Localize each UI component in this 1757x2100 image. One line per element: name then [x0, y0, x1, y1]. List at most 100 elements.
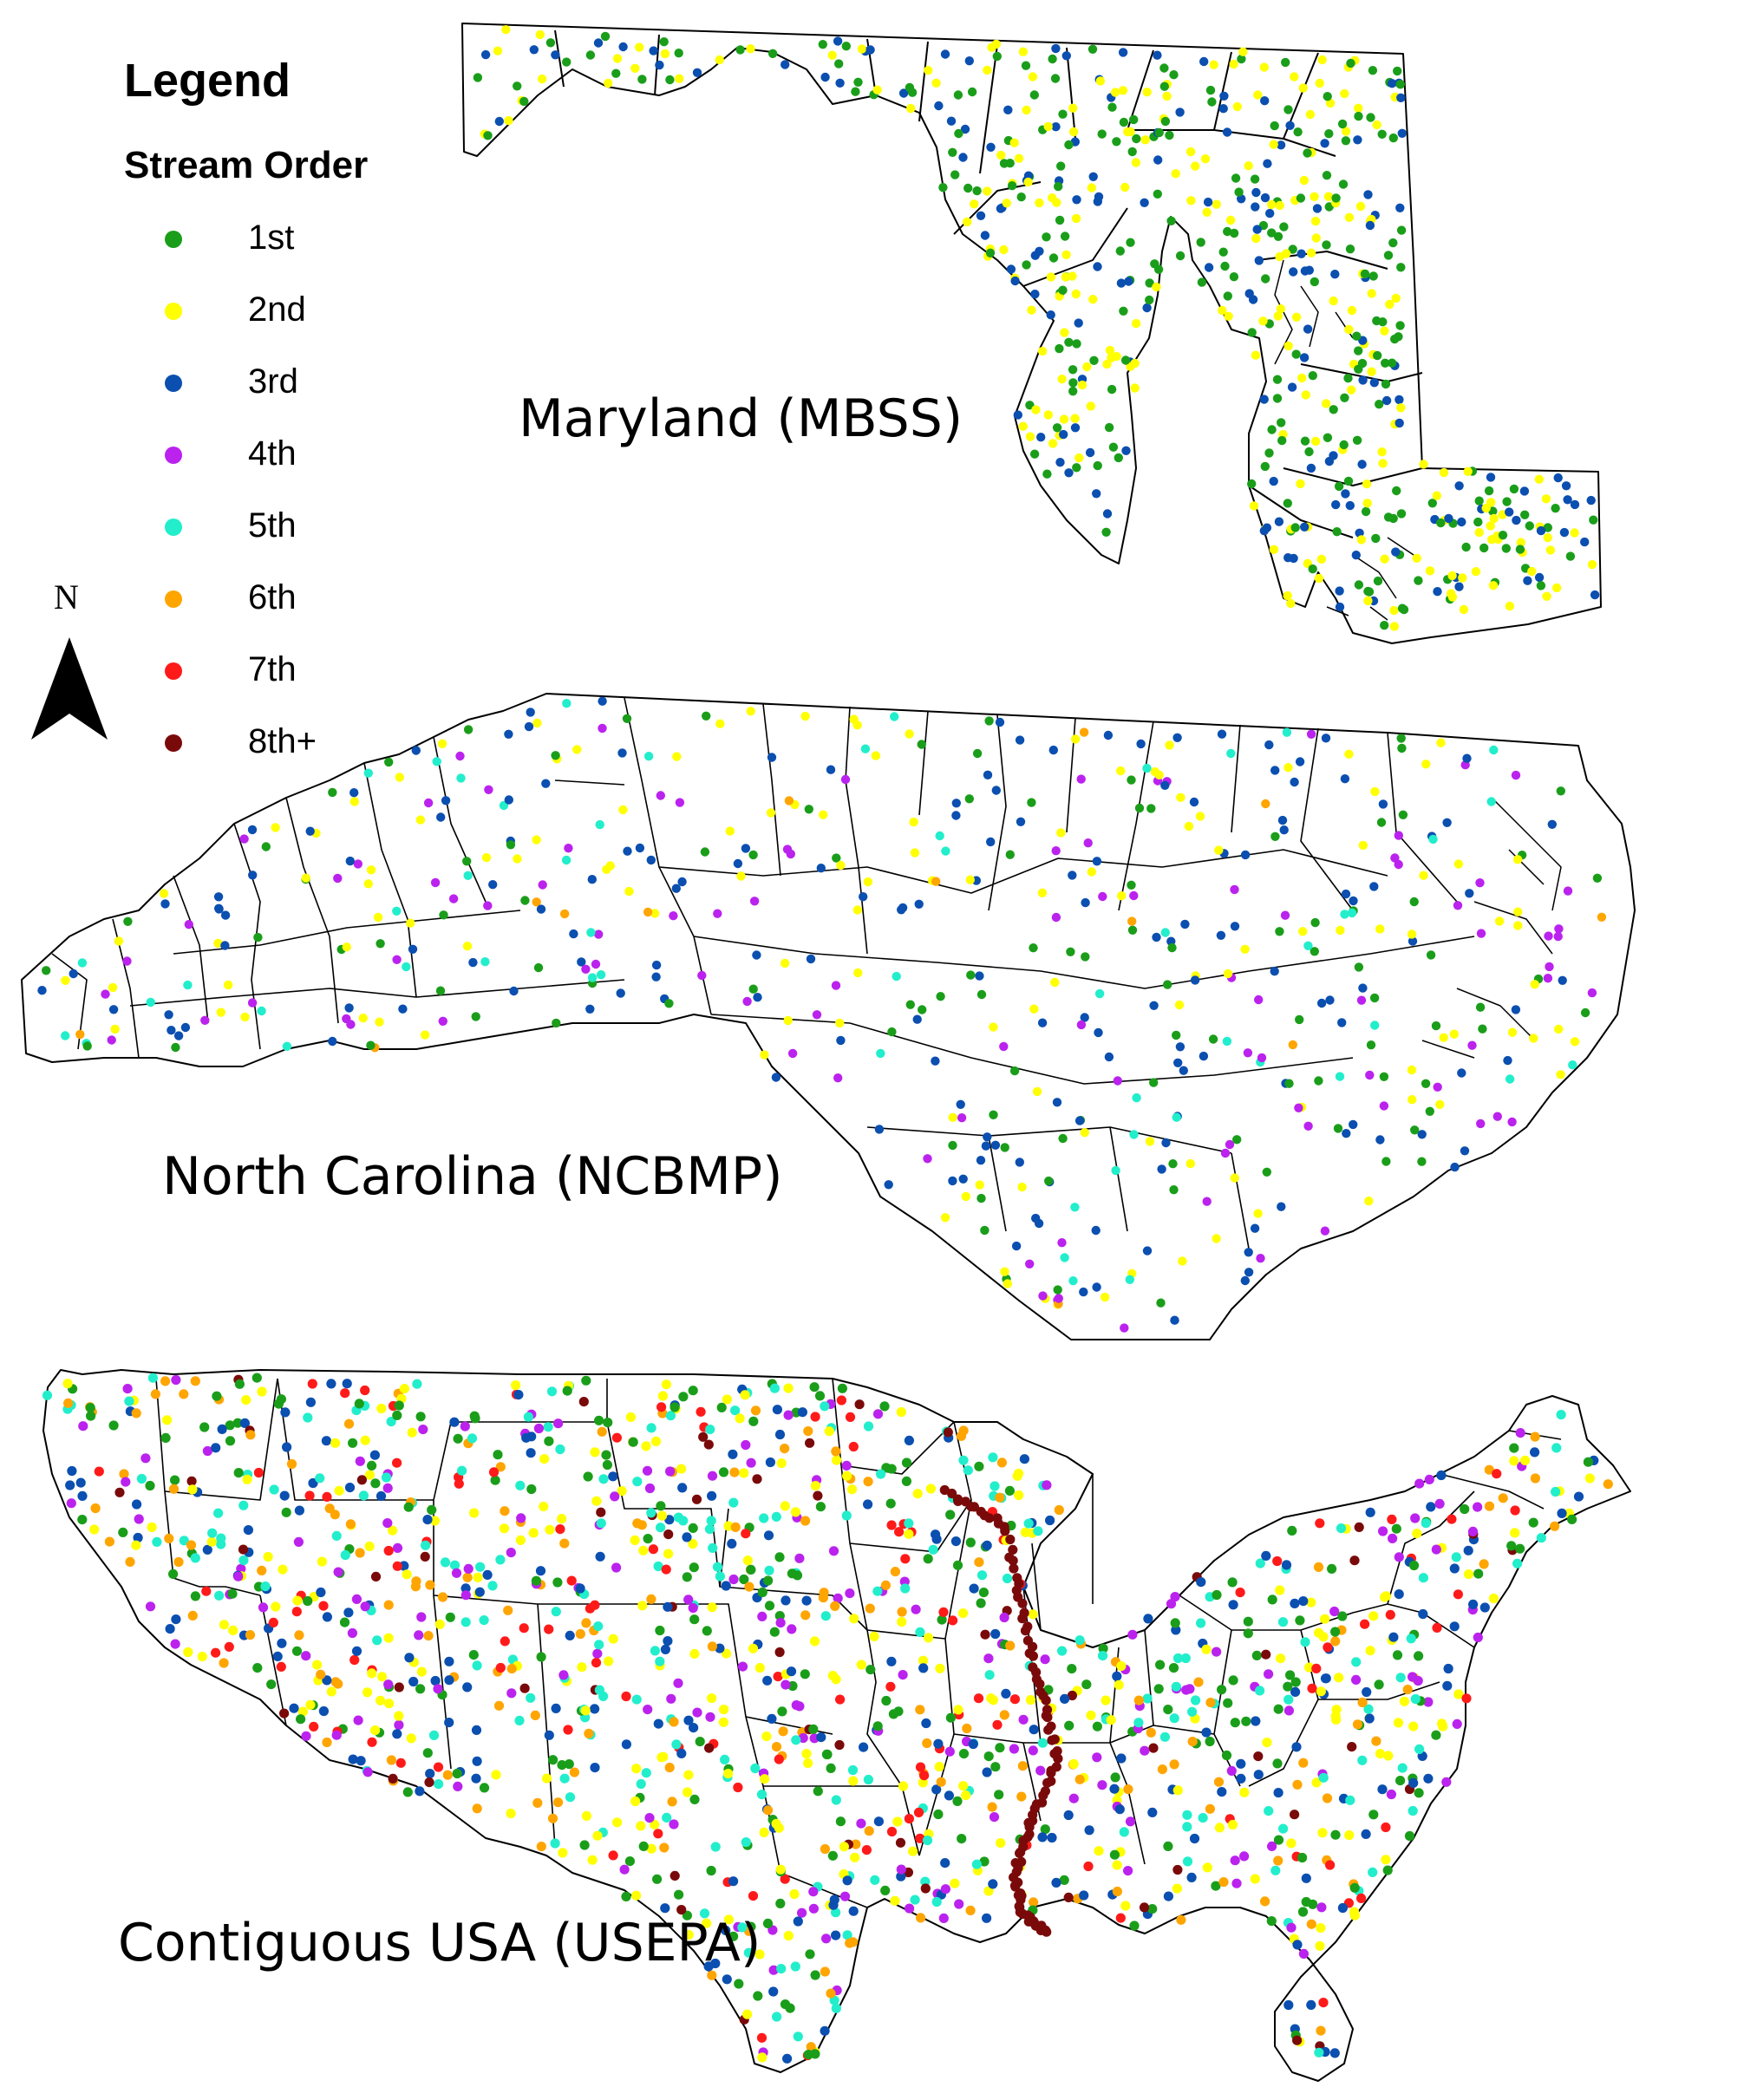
- north-carolina-site-dot: [725, 826, 735, 836]
- usa-site-dot: [1378, 1526, 1388, 1536]
- maryland-site-dot: [1120, 182, 1130, 192]
- north-carolina-site-dot: [1513, 921, 1523, 930]
- maryland-site-dot: [504, 115, 513, 126]
- usa-site-dot: [1201, 1727, 1212, 1738]
- usa-site-dot: [1291, 1742, 1302, 1752]
- north-carolina-site-dot: [1178, 1256, 1187, 1266]
- usa-site-dot: [644, 1813, 655, 1823]
- usa-site-dot: [434, 1619, 445, 1629]
- usa-site-dot: [965, 1537, 976, 1548]
- usa-site-dot: [1101, 1695, 1111, 1705]
- maryland-site-dot: [1200, 154, 1211, 164]
- usa-site-dot: [918, 1777, 928, 1788]
- north-carolina-site-dot: [1306, 729, 1316, 739]
- usa-site-dot: [1250, 1874, 1260, 1884]
- maryland-site-dot: [1367, 367, 1376, 376]
- maryland-site-dot: [1325, 98, 1336, 108]
- usa-site-dot: [683, 1787, 693, 1797]
- north-carolina-site-dot: [1529, 1034, 1538, 1043]
- usa-site-dot: [1109, 1784, 1120, 1794]
- usa-site-dot: [1573, 1491, 1584, 1502]
- usa-site-dot: [1551, 1443, 1562, 1453]
- usa-site-dot: [750, 1763, 761, 1774]
- maryland-site-dot: [1264, 448, 1274, 458]
- maryland-site-dot: [1388, 133, 1399, 143]
- maryland-site-dot: [1391, 293, 1401, 303]
- maryland-site-dot: [1237, 54, 1246, 64]
- north-carolina-site-dot: [931, 1056, 940, 1066]
- maryland-site-dot: [1357, 358, 1368, 368]
- usa-site-dot: [776, 1964, 787, 1974]
- usa-site-dot: [948, 1615, 958, 1626]
- usa-site-dot: [707, 1641, 718, 1652]
- usa-site-dot: [737, 1661, 748, 1672]
- usa-site-dot: [897, 1616, 907, 1627]
- north-carolina-site-dot: [983, 770, 993, 779]
- usa-site-dot: [987, 1802, 997, 1812]
- usa-site-dot: [931, 1529, 941, 1540]
- usa-site-dot: [276, 1394, 286, 1405]
- north-carolina-site-dot: [1174, 1000, 1185, 1010]
- usa-site-dot: [1094, 1846, 1104, 1856]
- usa-site-dot: [958, 1781, 969, 1791]
- usa-site-dot: [1146, 1727, 1156, 1738]
- usa-site-dot: [803, 1426, 813, 1437]
- usa-site-dot: [1414, 1788, 1424, 1798]
- north-carolina-site-dot: [247, 825, 258, 835]
- north-carolina-site-dot: [114, 936, 124, 946]
- maryland-site-dot: [1361, 506, 1371, 517]
- maryland-site-dot: [1310, 277, 1320, 287]
- usa-site-dot: [774, 1429, 786, 1440]
- usa-site-dot: [1423, 1697, 1434, 1707]
- north-carolina-site-dot: [1282, 727, 1292, 737]
- usa-site-dot: [808, 1903, 820, 1914]
- north-carolina-site-dot: [1280, 910, 1290, 920]
- maryland-site-dot: [1060, 232, 1070, 241]
- usa-site-dot: [1449, 1621, 1460, 1632]
- north-carolina-site-dot: [1478, 1024, 1487, 1034]
- usa-site-dot: [1255, 1686, 1265, 1696]
- usa-site-dot: [762, 1675, 773, 1686]
- usa-site-dot: [797, 1908, 807, 1918]
- usa-site-dot: [315, 1473, 325, 1484]
- usa-site-dot: [211, 1647, 221, 1658]
- usa-site-dot: [190, 1591, 200, 1601]
- legend-items: 1st 2nd 3rd 4th 5th 6th 7th 8th+: [165, 213, 373, 789]
- usa-site-dot: [1023, 1518, 1034, 1529]
- usa-site-dot: [119, 1469, 129, 1479]
- maryland-site-dot: [1358, 375, 1368, 385]
- maryland-site-dot: [1046, 272, 1056, 282]
- usa-site-dot: [363, 1687, 373, 1698]
- usa-site-dot: [1129, 1921, 1140, 1931]
- usa-site-dot: [260, 1582, 271, 1592]
- north-carolina-site-dot: [635, 843, 645, 853]
- maryland-site-dot: [1457, 517, 1466, 527]
- usa-site-dot: [1286, 1922, 1297, 1933]
- maryland-site-dot: [1225, 215, 1236, 225]
- north-carolina-site-dot: [1116, 766, 1126, 776]
- north-carolina-site-dot: [1439, 1033, 1448, 1042]
- north-carolina-site-dot: [1426, 950, 1436, 960]
- usa-site-dot: [938, 1913, 949, 1923]
- maryland-site-dot: [674, 49, 683, 58]
- maryland-site-dot: [1425, 566, 1435, 576]
- usa-site-dot: [1112, 1671, 1122, 1681]
- north-carolina-site-dot: [742, 996, 752, 1007]
- usa-site-dot: [748, 1416, 759, 1426]
- usa-site-dot: [895, 1837, 906, 1848]
- north-carolina-site-dot: [1080, 1013, 1089, 1022]
- usa-site-dot: [227, 1588, 238, 1599]
- usa-site-dot: [555, 1524, 565, 1535]
- maryland-site-dot: [1392, 486, 1401, 496]
- usa-site-dot: [536, 1652, 546, 1662]
- usa-site-dot: [1169, 1759, 1179, 1770]
- usa-site-dot: [886, 1826, 898, 1837]
- usa-site-dot: [402, 1569, 412, 1580]
- north-carolina-site-dot: [965, 875, 976, 884]
- maryland-site-dot: [1272, 394, 1283, 403]
- usa-site-dot: [790, 1961, 800, 1972]
- maryland-site-dot: [1354, 346, 1363, 355]
- usa-site-dot: [931, 1784, 942, 1795]
- maryland-site-dot: [1300, 522, 1310, 532]
- north-arrow-label: N: [54, 577, 79, 616]
